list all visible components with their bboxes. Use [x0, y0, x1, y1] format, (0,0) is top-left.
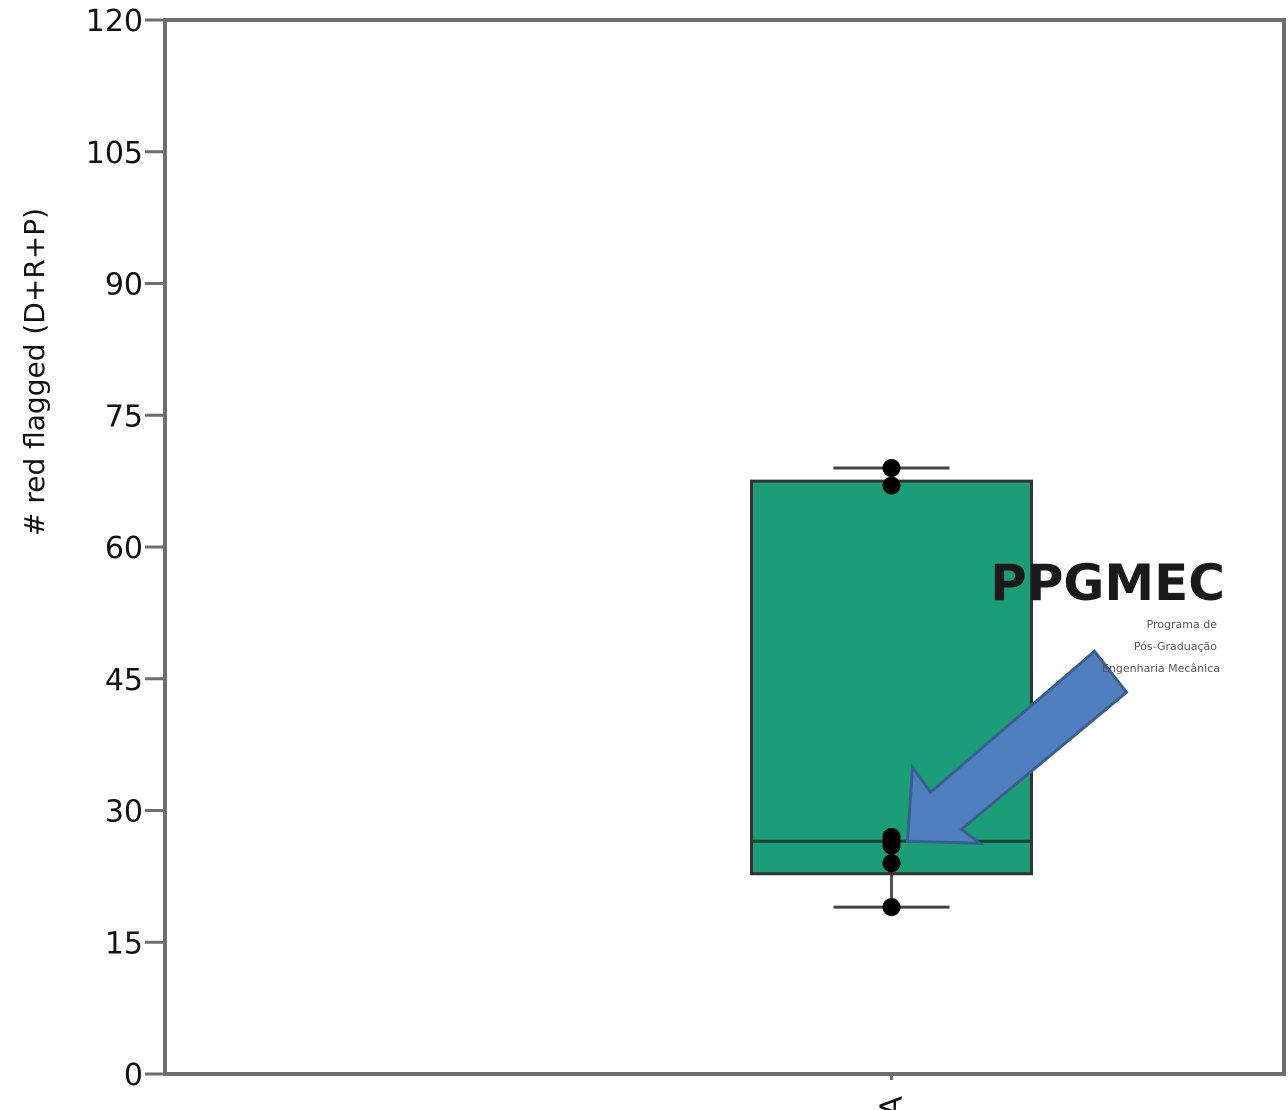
y-tick-label: 75	[105, 399, 143, 434]
logo-line-2: Pós-Graduação	[1134, 640, 1217, 653]
y-tick-label: 120	[86, 4, 143, 39]
y-tick-label: 0	[124, 1058, 143, 1093]
y-axis: 0 15 30 45 60 75 90 105 120	[86, 4, 165, 1093]
data-point	[883, 477, 901, 495]
data-point	[883, 854, 901, 872]
logo-line-1: Programa de	[1147, 618, 1218, 631]
y-tick-label: 45	[105, 663, 143, 698]
data-point	[883, 828, 901, 846]
box-series	[752, 459, 1032, 916]
y-tick-label: 90	[105, 268, 143, 303]
y-tick-label: 60	[105, 531, 143, 566]
data-point	[883, 459, 901, 477]
y-tick-label: 105	[86, 136, 143, 171]
plot-frame	[165, 20, 1284, 1074]
logo-name: PPGMEC	[990, 554, 1225, 612]
y-tick-label: 15	[105, 926, 143, 961]
x-axis: A	[875, 1074, 910, 1110]
x-category-label: A	[875, 1096, 910, 1110]
logo-line-3: Engenharia Mecânica	[1102, 662, 1220, 675]
plot-border	[165, 20, 1284, 1074]
box-A	[752, 459, 1032, 916]
y-tick-label: 30	[105, 795, 143, 830]
data-point	[883, 898, 901, 916]
y-axis-title: # red flagged (D+R+P)	[18, 208, 51, 536]
box-iqr	[752, 481, 1032, 874]
